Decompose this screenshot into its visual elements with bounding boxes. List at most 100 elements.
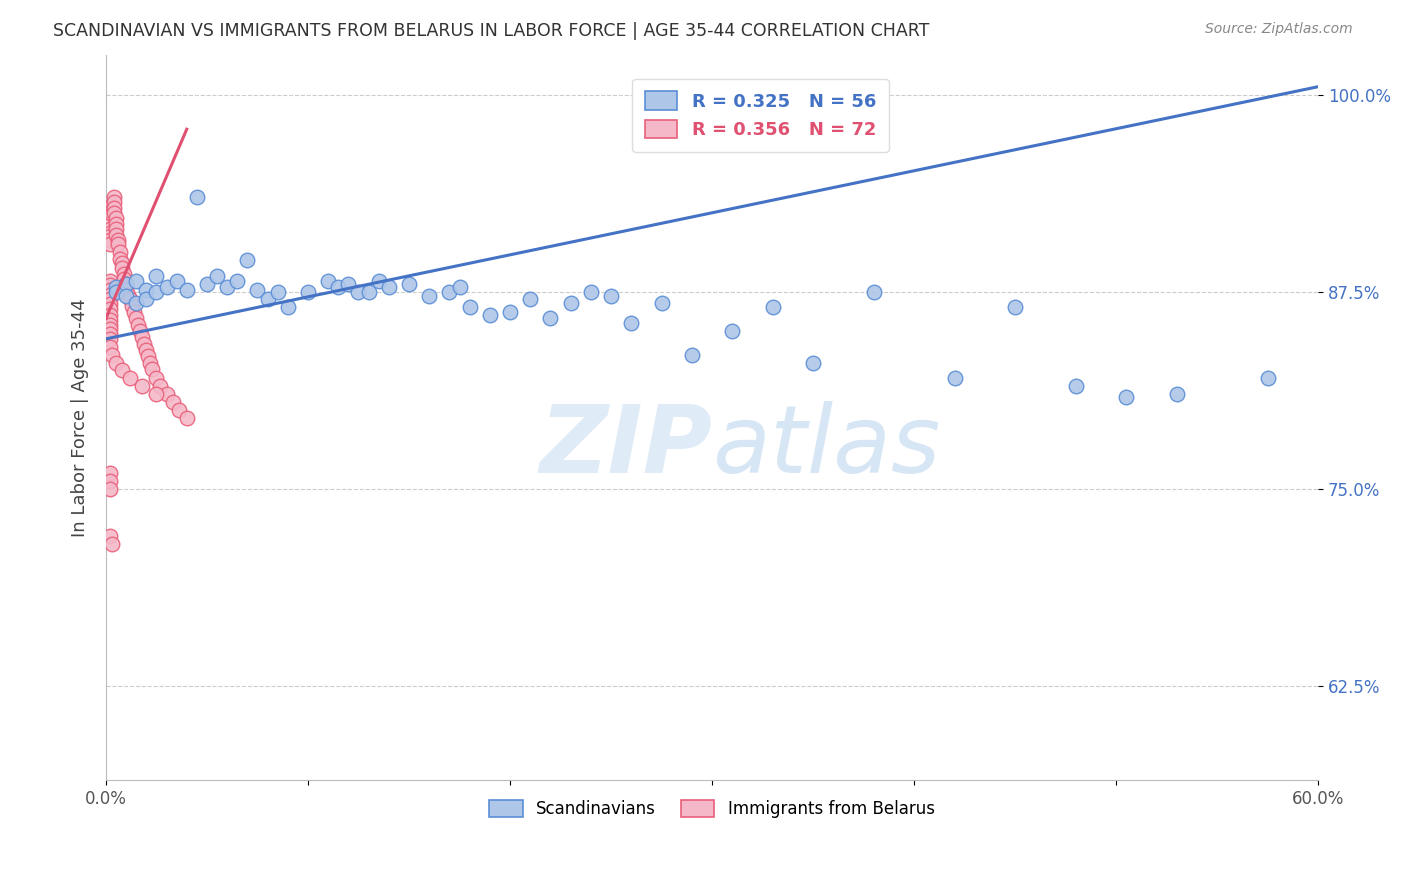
Point — [112, 272, 135, 286]
Point — [125, 274, 148, 288]
Point — [98, 237, 121, 252]
Point — [107, 237, 129, 252]
Point — [125, 295, 148, 310]
Point — [862, 285, 884, 299]
Point — [681, 348, 703, 362]
Point — [105, 355, 128, 369]
Point — [117, 287, 139, 301]
Legend: Scandinavians, Immigrants from Belarus: Scandinavians, Immigrants from Belarus — [481, 791, 943, 826]
Point — [98, 482, 121, 496]
Point — [145, 371, 167, 385]
Point — [217, 280, 239, 294]
Point — [579, 285, 602, 299]
Point — [112, 267, 135, 281]
Point — [131, 330, 153, 344]
Point — [357, 285, 380, 299]
Text: ZIP: ZIP — [540, 401, 711, 492]
Point — [103, 190, 125, 204]
Point — [378, 280, 401, 294]
Point — [98, 229, 121, 244]
Point — [138, 349, 160, 363]
Point — [560, 295, 582, 310]
Point — [155, 280, 177, 294]
Point — [105, 217, 128, 231]
Point — [98, 274, 121, 288]
Point — [195, 277, 218, 291]
Point — [186, 190, 208, 204]
Point — [1004, 301, 1026, 315]
Point — [620, 316, 643, 330]
Point — [205, 268, 228, 283]
Point — [266, 285, 288, 299]
Point — [111, 363, 134, 377]
Point — [538, 311, 561, 326]
Point — [98, 313, 121, 327]
Point — [277, 301, 299, 315]
Point — [121, 299, 143, 313]
Point — [398, 277, 420, 291]
Point — [449, 280, 471, 294]
Point — [115, 277, 138, 291]
Point — [103, 201, 125, 215]
Point — [98, 233, 121, 247]
Point — [166, 274, 188, 288]
Point — [105, 285, 128, 299]
Point — [105, 280, 128, 294]
Point — [519, 293, 541, 307]
Point — [101, 537, 124, 551]
Point — [98, 318, 121, 332]
Point — [135, 293, 157, 307]
Point — [418, 289, 440, 303]
Point — [155, 387, 177, 401]
Point — [115, 283, 138, 297]
Point — [98, 308, 121, 322]
Point — [337, 277, 360, 291]
Point — [226, 274, 249, 288]
Point — [101, 202, 124, 217]
Point — [145, 285, 167, 299]
Point — [111, 260, 134, 275]
Point — [499, 305, 522, 319]
Point — [316, 274, 339, 288]
Point — [108, 252, 131, 266]
Point — [98, 213, 121, 227]
Point — [115, 277, 138, 291]
Point — [125, 311, 148, 326]
Point — [120, 293, 142, 307]
Point — [458, 301, 481, 315]
Point — [256, 293, 278, 307]
Point — [98, 474, 121, 488]
Point — [111, 256, 134, 270]
Point — [367, 274, 389, 288]
Point — [347, 285, 370, 299]
Point — [98, 217, 121, 231]
Point — [1257, 371, 1279, 385]
Point — [651, 295, 673, 310]
Point — [149, 379, 172, 393]
Point — [98, 301, 121, 316]
Point — [1115, 390, 1137, 404]
Point — [103, 206, 125, 220]
Point — [176, 283, 198, 297]
Point — [98, 340, 121, 354]
Point — [98, 278, 121, 293]
Point — [131, 379, 153, 393]
Point — [127, 318, 149, 332]
Point — [105, 211, 128, 225]
Point — [145, 387, 167, 401]
Point — [120, 371, 142, 385]
Point — [297, 285, 319, 299]
Point — [135, 283, 157, 297]
Point — [801, 355, 824, 369]
Point — [478, 308, 501, 322]
Text: atlas: atlas — [711, 401, 941, 492]
Point — [762, 301, 785, 315]
Point — [135, 343, 157, 357]
Point — [101, 348, 124, 362]
Point — [98, 322, 121, 336]
Point — [98, 327, 121, 342]
Point — [139, 355, 162, 369]
Point — [98, 529, 121, 543]
Point — [167, 402, 190, 417]
Point — [129, 324, 152, 338]
